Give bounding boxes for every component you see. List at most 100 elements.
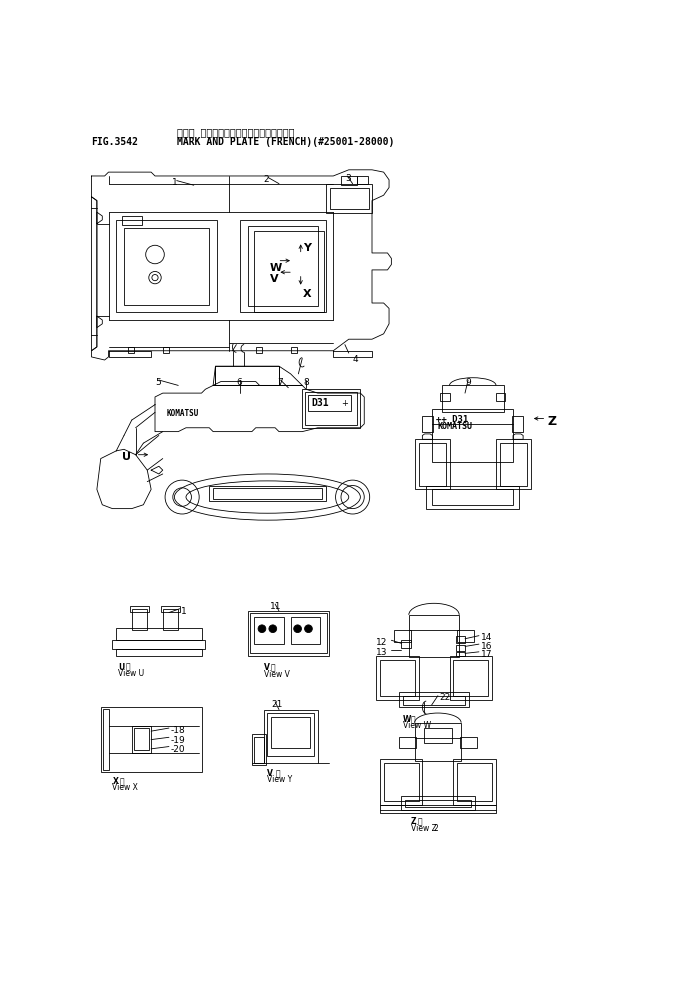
Bar [357,176,368,184]
Circle shape [269,625,277,633]
Bar [163,347,169,353]
Text: W: W [269,263,282,273]
Text: マーク オヨビ　プレート（フランスコ゚）: マーク オヨビ プレート（フランスコ゚） [177,128,294,138]
Text: V: V [263,664,269,673]
Bar [101,707,201,771]
Text: 21: 21 [271,700,282,709]
Bar [500,443,527,485]
Text: D31: D31 [312,398,329,408]
Bar [330,188,369,209]
Bar [457,762,492,801]
Bar [254,617,284,644]
Bar [124,228,209,304]
Bar [116,220,217,312]
Bar [415,439,449,489]
Bar [134,729,149,750]
Text: 最: 最 [418,817,422,826]
Text: U: U [123,452,132,462]
Bar [163,609,178,631]
Bar [402,641,411,648]
Text: 11: 11 [269,602,281,611]
Text: X: X [303,289,312,299]
Bar [116,649,201,657]
Text: FIG.3542: FIG.3542 [91,137,138,147]
Bar [442,385,504,412]
Bar [302,389,360,428]
Bar [263,710,318,763]
Bar [394,631,411,642]
Bar [432,408,513,462]
Text: 3: 3 [345,174,351,183]
Bar [113,640,205,649]
Text: 17: 17 [481,650,492,659]
Text: +: + [341,398,348,407]
Text: U: U [118,663,124,672]
Bar [132,726,151,752]
Bar [384,762,419,801]
Text: 最: 最 [411,715,415,724]
Bar [424,729,452,744]
Text: 4: 4 [353,355,358,364]
Text: 6: 6 [237,378,242,387]
Text: V: V [269,273,278,283]
Bar [254,737,263,762]
Bar [422,416,433,431]
Bar [399,692,469,708]
Bar [403,696,465,705]
Bar [271,718,310,748]
Text: 9: 9 [465,377,471,386]
Bar [306,392,357,425]
Bar [415,723,461,761]
Bar [213,488,322,499]
Text: 2: 2 [433,823,438,832]
Text: KOMATSU: KOMATSU [166,408,199,417]
Bar [449,656,492,701]
Bar [341,176,357,186]
Bar [440,393,449,401]
Bar [380,805,496,812]
Bar [308,395,351,411]
Bar [454,660,488,697]
Bar [130,606,149,612]
Bar [456,652,465,657]
Bar [512,416,523,431]
Circle shape [258,625,266,633]
Circle shape [294,625,301,633]
Text: 最: 最 [271,664,275,673]
Text: 8: 8 [303,377,310,386]
Bar [250,614,327,654]
Bar [248,611,329,656]
Bar [123,216,142,226]
Bar [409,615,459,658]
Bar [291,617,320,644]
Bar [254,232,324,312]
Bar [456,636,465,644]
Bar [103,709,109,769]
Text: 1: 1 [181,607,187,616]
Text: View V: View V [263,670,289,679]
Bar [128,347,134,353]
Text: 最: 最 [125,663,130,672]
Bar [460,737,477,748]
Text: Z: Z [548,415,557,428]
Text: View Y: View Y [267,775,293,784]
Bar [426,485,519,509]
Text: X: X [113,777,118,786]
Bar [376,656,419,701]
Text: View X: View X [113,783,138,792]
Text: ++ D31: ++ D31 [436,415,468,424]
Text: W: W [403,715,411,724]
Bar [240,220,325,312]
Text: 最: 最 [119,777,124,786]
Bar [252,735,266,765]
Text: 12: 12 [376,638,387,647]
Text: View Z: View Z [411,823,436,832]
Bar [401,795,475,809]
Bar [496,439,531,489]
Text: 16: 16 [481,642,492,651]
Text: 5: 5 [155,378,161,387]
Bar [380,758,422,805]
Bar [325,184,372,213]
Text: 1: 1 [172,179,178,188]
Text: V: V [267,768,273,777]
